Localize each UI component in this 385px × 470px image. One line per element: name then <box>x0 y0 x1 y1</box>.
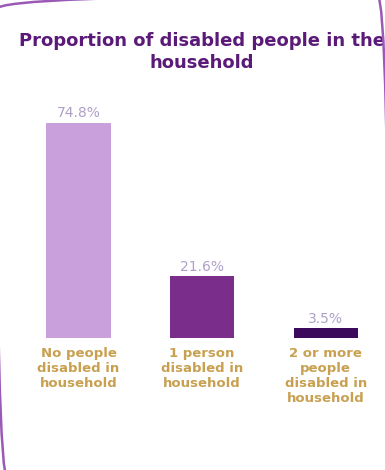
Bar <box>294 329 358 338</box>
Text: 3.5%: 3.5% <box>308 312 343 326</box>
Bar <box>46 123 110 338</box>
Title: Proportion of disabled people in the
household: Proportion of disabled people in the hou… <box>19 32 385 72</box>
Bar <box>170 276 234 338</box>
Text: 21.6%: 21.6% <box>180 260 224 274</box>
Text: 74.8%: 74.8% <box>57 106 100 120</box>
